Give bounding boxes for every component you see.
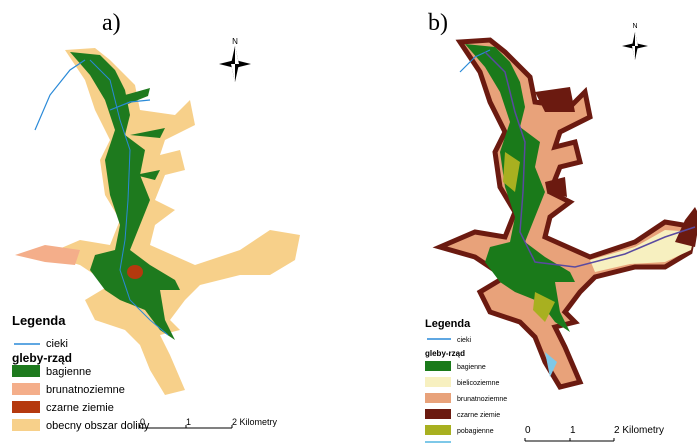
figure: a) b) N N Legendaciekigleby-rządbagienne… [0, 0, 697, 443]
scale-label: 1 [570, 425, 576, 436]
legend-label: brunatnoziemne [46, 384, 125, 396]
legend-label: obecny obszar doliny [46, 420, 150, 432]
legend-swatch [12, 383, 40, 395]
north-label: N [632, 23, 637, 30]
panel-label: b) [428, 10, 448, 36]
legend-label: bagienne [457, 364, 486, 371]
scale-label: 0 [525, 425, 531, 436]
legend-swatch [425, 409, 451, 419]
scale-label: 1 [186, 417, 191, 427]
north-label: N [232, 37, 238, 46]
scale-label: 2 Kilometry [232, 417, 278, 427]
legend-swatch [425, 361, 451, 371]
legend-label: cieki [46, 338, 68, 350]
north-arrow-a [219, 46, 251, 82]
legend-label: brunatnoziemne [457, 396, 507, 403]
legend-label: bielicoziemne [457, 380, 500, 387]
legend-title: Legenda [12, 313, 66, 328]
legend-group: gleby-rząd [12, 351, 72, 365]
legend-swatch [425, 425, 451, 435]
legend-label: pobagienne [457, 428, 494, 435]
legend-label: bagienne [46, 366, 91, 378]
panel-label: a) [102, 10, 121, 36]
legend-swatch [425, 377, 451, 387]
scale-label: 0 [140, 417, 145, 427]
map-b [440, 40, 697, 387]
legend-title: Legenda [425, 318, 471, 330]
legend-label: czarne ziemie [46, 402, 114, 414]
legend-label: cieki [457, 337, 471, 344]
legend-swatch [425, 393, 451, 403]
scale-label: 2 Kilometry [614, 425, 664, 436]
legend-group: gleby-rząd [425, 349, 465, 358]
legend-swatch [12, 419, 40, 431]
north-arrow-b [622, 32, 648, 60]
legend-swatch [12, 401, 40, 413]
legend-label: czarne ziemie [457, 412, 500, 419]
legend-swatch [12, 365, 40, 377]
